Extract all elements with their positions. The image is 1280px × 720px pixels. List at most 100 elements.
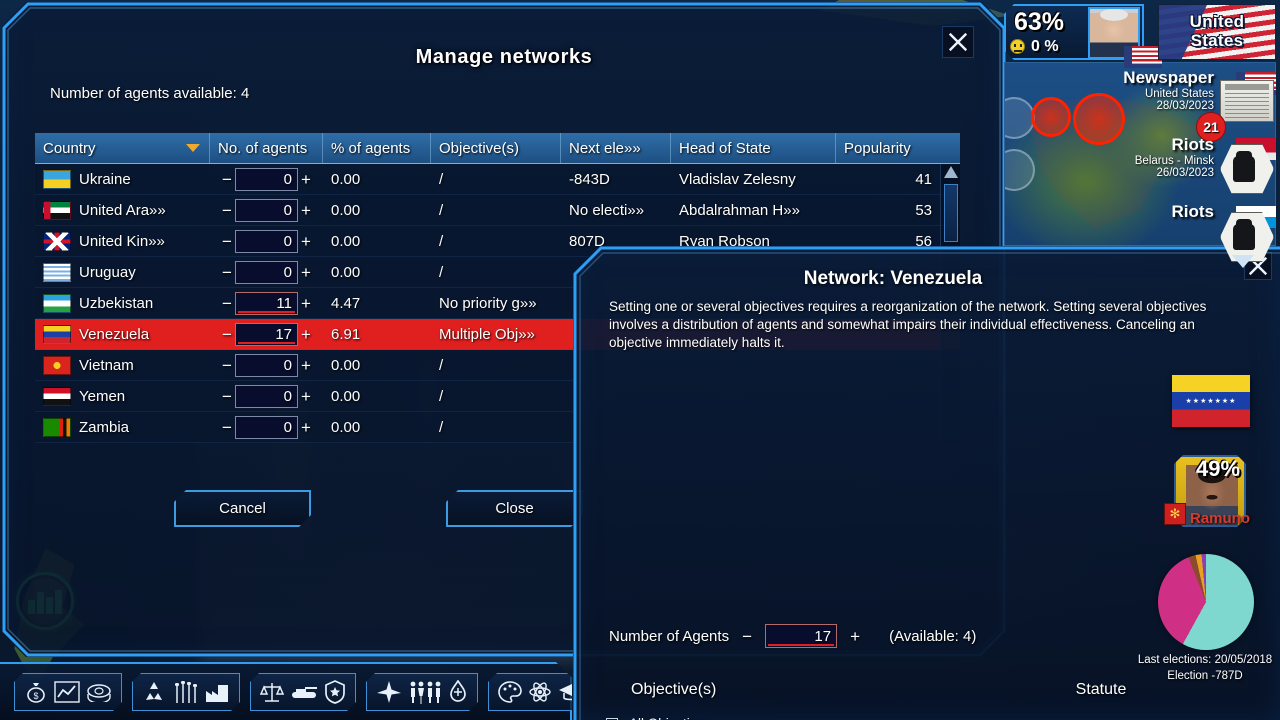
decrement-agents-button[interactable]: − (222, 386, 232, 406)
agents-increment-button[interactable]: + (850, 626, 861, 646)
cell-country: United Ara»» (35, 201, 210, 220)
hud-event-riots-belarus[interactable]: Riots Belarus - Minsk 26/03/2023 (1135, 135, 1214, 179)
election-results-pie-chart (1158, 554, 1254, 650)
venezuela-flag: ★★★★★★★ (1172, 375, 1250, 427)
cell-next-election: No electi»» (569, 201, 645, 219)
column-header-country[interactable]: Country (35, 133, 210, 163)
cell-objectives: / (439, 387, 444, 405)
agents-input[interactable]: 17 (235, 323, 298, 346)
increment-agents-button[interactable]: + (301, 417, 311, 437)
cell-objectives: / (439, 263, 444, 281)
table-row[interactable]: United Ara»» −0 +0.00/No electi»» Abdalrahm… (35, 195, 960, 226)
chevron-down-icon[interactable] (1232, 255, 1254, 268)
country-flag-icon (43, 201, 71, 220)
decrement-agents-button[interactable]: − (222, 417, 232, 437)
decrement-agents-button[interactable]: − (222, 169, 232, 189)
hud-event-newspaper[interactable]: Newspaper United States 28/03/2023 (1123, 68, 1214, 112)
column-label: % of agents (331, 139, 411, 157)
cell-country: Ukraine (35, 170, 210, 189)
column-label: Country (43, 139, 96, 157)
cell-popularity: 41 (915, 170, 932, 188)
column-header-objectives[interactable]: Objective(s) (431, 133, 561, 163)
cell-agents-stepper: −0 + (210, 385, 323, 408)
column-header-popularity[interactable]: Popularity (836, 133, 940, 163)
country-flag-icon (43, 387, 71, 406)
decrement-agents-button[interactable]: − (222, 200, 232, 220)
raised-fist-icon[interactable] (1220, 212, 1274, 262)
column-header-next-election[interactable]: Next ele»» (561, 133, 671, 163)
agents-input[interactable]: 17 (765, 624, 838, 648)
agents-input[interactable]: 0 (235, 199, 298, 222)
cancel-button[interactable]: Cancel (174, 490, 311, 527)
column-header-pct-agents[interactable]: % of agents (323, 133, 431, 163)
column-label: No. of agents (218, 139, 308, 157)
increment-agents-button[interactable]: + (301, 262, 311, 282)
leader-avatar[interactable] (1174, 455, 1246, 527)
toolbar-group-justice-military[interactable] (250, 673, 356, 711)
increment-agents-button[interactable]: + (301, 324, 311, 344)
country-flag-icon (43, 325, 71, 344)
decrement-agents-button[interactable]: − (222, 262, 232, 282)
neutral-face-icon (1010, 39, 1025, 54)
country-flag-icon (43, 263, 71, 282)
close-icon[interactable] (942, 26, 974, 58)
water-drop-icon (448, 680, 468, 704)
column-header-num-agents[interactable]: No. of agents (210, 133, 323, 163)
increment-agents-button[interactable]: + (301, 169, 311, 189)
increment-agents-button[interactable]: + (301, 200, 311, 220)
column-header-head-of-state[interactable]: Head of State (671, 133, 836, 163)
agents-input[interactable]: 0 (235, 354, 298, 377)
toolbar-group-industry[interactable] (132, 673, 240, 711)
dialog-title: Manage networks (415, 46, 593, 68)
raised-fist-icon[interactable] (1220, 144, 1274, 194)
decrement-agents-button[interactable]: − (222, 324, 232, 344)
toolbar-group-transport-social[interactable] (366, 673, 478, 711)
agents-input[interactable]: 11 (235, 292, 298, 315)
decrement-agents-button[interactable]: − (222, 293, 232, 313)
scroll-up-arrow-icon[interactable] (944, 166, 958, 178)
agents-decrement-button[interactable]: − (742, 626, 753, 646)
agents-input[interactable]: 0 (235, 230, 298, 253)
agents-input[interactable]: 0 (235, 261, 298, 284)
increment-agents-button[interactable]: + (301, 231, 311, 251)
newspaper-icon[interactable] (1220, 80, 1274, 122)
sort-descending-caret-icon[interactable] (186, 144, 200, 152)
money-bag-icon: $ (24, 679, 48, 705)
hud-event-riots-2[interactable]: Riots (1172, 202, 1215, 222)
increment-agents-button[interactable]: + (301, 293, 311, 313)
cell-objectives: Multiple Obj»» (439, 325, 535, 343)
toolbar-group-economy[interactable]: $ (14, 673, 122, 711)
notification-badge[interactable]: 21 (1196, 112, 1226, 142)
tank-icon (290, 683, 318, 701)
cell-agents-stepper: −0 + (210, 261, 323, 284)
cell-agents-stepper: −11 + (210, 292, 323, 315)
cell-agents-stepper: −0 + (210, 199, 323, 222)
decrement-agents-button[interactable]: − (222, 231, 232, 251)
agents-input[interactable]: 0 (235, 385, 298, 408)
event-date: 28/03/2023 (1156, 100, 1214, 112)
close-button[interactable]: Close (446, 490, 583, 527)
cell-head-of-state: Abdalrahman H»» (679, 201, 800, 219)
cell-objectives: No priority g»» (439, 294, 537, 312)
agents-input[interactable]: 0 (235, 416, 298, 439)
map-hotspot-marker[interactable] (1073, 93, 1125, 145)
network-detail-dialog: Network: Venezuela Setting one or severa… (573, 246, 1280, 720)
population-icon (408, 680, 442, 704)
cell-objectives: / (439, 201, 444, 219)
scrollbar-thumb[interactable] (944, 184, 958, 242)
leader-approval-pct: 49% (1196, 456, 1241, 481)
increment-agents-button[interactable]: + (301, 355, 311, 375)
table-row[interactable]: Ukraine −0 +0.00/-843D Vladislav Zelesny 41 (35, 164, 960, 195)
election-info: Last elections: 20/05/2018 Election -787… (1130, 652, 1280, 684)
objective-row[interactable]: All Objectives (606, 713, 1251, 720)
cell-pct-agents: 0.00 (331, 356, 361, 374)
agents-input[interactable]: 0 (235, 168, 298, 191)
cell-pct-agents: 0.00 (331, 418, 361, 436)
increment-agents-button[interactable]: + (301, 386, 311, 406)
map-hotspot-marker[interactable] (1031, 97, 1071, 137)
agents-available-label: Number of agents available: 4 (50, 85, 250, 102)
cell-head-of-state: Vladislav Zelesny (679, 170, 796, 188)
cell-agents-stepper: −0 + (210, 168, 323, 191)
leader-portrait (1186, 465, 1238, 527)
decrement-agents-button[interactable]: − (222, 355, 232, 375)
